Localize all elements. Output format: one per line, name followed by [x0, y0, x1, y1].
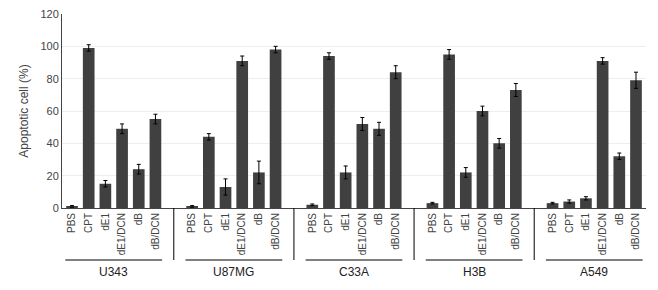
- svg-text:PBS: PBS: [186, 213, 197, 233]
- svg-text:dB/DCN: dB/DCN: [270, 213, 281, 250]
- svg-text:dE1: dE1: [220, 213, 231, 231]
- svg-text:dE1/DCN: dE1/DCN: [116, 213, 127, 255]
- svg-text:dE1/DCN: dE1/DCN: [597, 213, 608, 255]
- svg-text:U87MG: U87MG: [213, 265, 254, 279]
- svg-text:dB: dB: [614, 213, 625, 226]
- svg-text:dE1: dE1: [100, 213, 111, 231]
- svg-text:dB/DCN: dB/DCN: [510, 213, 521, 250]
- svg-text:PBS: PBS: [427, 213, 438, 233]
- svg-text:CPT: CPT: [83, 213, 94, 233]
- svg-text:dB/DCN: dB/DCN: [150, 213, 161, 250]
- svg-text:dE1/DCN: dE1/DCN: [357, 213, 368, 255]
- svg-text:20: 20: [47, 170, 59, 182]
- svg-text:dB/DCN: dB/DCN: [630, 213, 641, 250]
- svg-text:C33A: C33A: [339, 265, 369, 279]
- svg-text:dE1: dE1: [460, 213, 471, 231]
- svg-text:PBS: PBS: [307, 213, 318, 233]
- svg-text:H3B: H3B: [463, 265, 486, 279]
- svg-text:100: 100: [40, 40, 58, 52]
- svg-text:dB: dB: [253, 213, 264, 226]
- svg-text:Apoptotic cell (%): Apoptotic cell (%): [17, 64, 31, 157]
- svg-text:PBS: PBS: [66, 213, 77, 233]
- svg-text:PBS: PBS: [547, 213, 558, 233]
- svg-text:60: 60: [47, 105, 59, 117]
- svg-text:U343: U343: [99, 265, 128, 279]
- svg-text:dB/DCN: dB/DCN: [390, 213, 401, 250]
- svg-text:120: 120: [40, 8, 58, 20]
- svg-text:CPT: CPT: [323, 213, 334, 233]
- svg-text:dB: dB: [133, 213, 144, 226]
- svg-text:dB: dB: [373, 213, 384, 226]
- svg-text:CPT: CPT: [443, 213, 454, 233]
- svg-text:A549: A549: [580, 265, 608, 279]
- svg-text:dE1/DCN: dE1/DCN: [236, 213, 247, 255]
- svg-text:dE1: dE1: [340, 213, 351, 231]
- svg-text:0: 0: [53, 202, 59, 214]
- svg-text:40: 40: [47, 137, 59, 149]
- svg-text:CPT: CPT: [203, 213, 214, 233]
- svg-text:dB: dB: [493, 213, 504, 226]
- svg-text:dE1: dE1: [580, 213, 591, 231]
- svg-text:dE1/DCN: dE1/DCN: [477, 213, 488, 255]
- svg-text:80: 80: [47, 73, 59, 85]
- svg-text:CPT: CPT: [564, 213, 575, 233]
